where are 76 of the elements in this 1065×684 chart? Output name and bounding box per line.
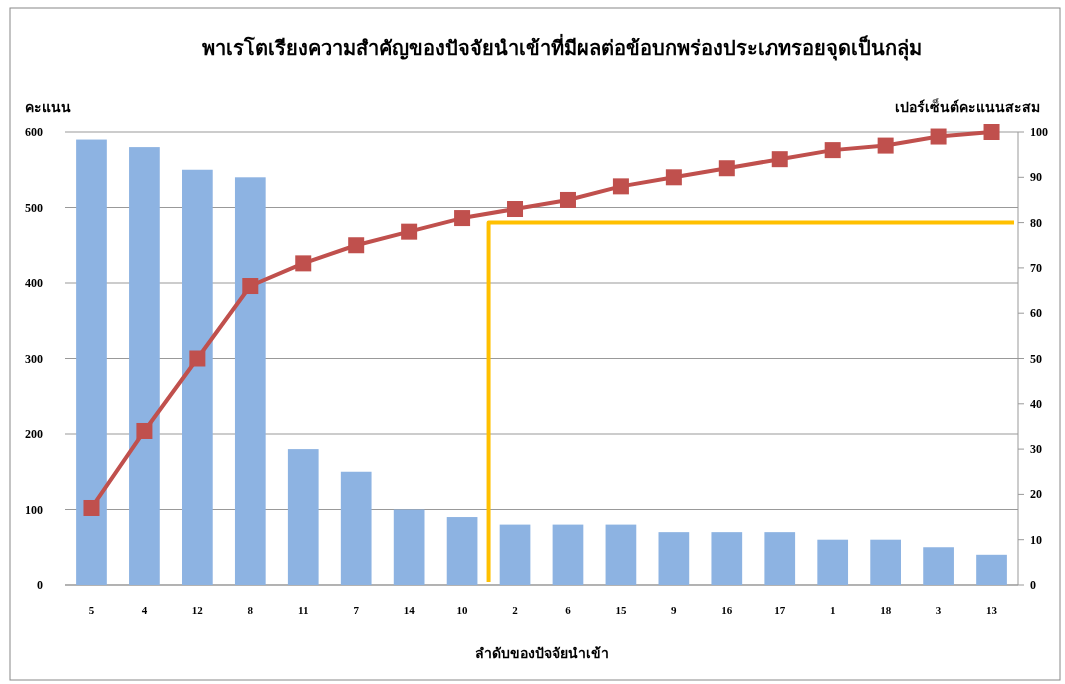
- y2-tick-label: 40: [1030, 396, 1042, 411]
- bar: [499, 524, 531, 585]
- point: [665, 169, 682, 186]
- x-tick-label: 4: [141, 604, 148, 616]
- y2-tick-label: 90: [1030, 170, 1042, 185]
- bar: [340, 471, 372, 585]
- y2-tick-label: 60: [1030, 306, 1042, 321]
- y2-tick-label: 70: [1030, 260, 1042, 275]
- y-tick-label: 500: [25, 200, 43, 215]
- y-tick-label: 0: [37, 578, 43, 592]
- point: [824, 142, 841, 159]
- x-tick-label: 9: [671, 604, 678, 616]
- y2-tick-label: 10: [1030, 532, 1042, 547]
- y-tick-label: 100: [25, 502, 43, 517]
- x-tick-label: 6: [565, 604, 572, 616]
- bar: [976, 554, 1007, 585]
- bar: [711, 532, 743, 585]
- x-tick-label: 18: [880, 604, 892, 616]
- x-tick-label: 2: [512, 604, 519, 616]
- bar: [923, 547, 954, 585]
- y-tick-label: 300: [25, 351, 43, 366]
- x-tick-label: 14: [403, 604, 416, 616]
- point: [348, 237, 365, 254]
- point: [83, 499, 100, 516]
- x-tick-label: 5: [88, 604, 95, 616]
- y2-tick-label: 50: [1030, 351, 1042, 366]
- bar: [446, 517, 478, 585]
- point: [718, 160, 735, 177]
- bar: [182, 169, 213, 585]
- y2-tick-label: 20: [1030, 487, 1042, 502]
- y-tick-label: 400: [25, 276, 43, 290]
- point: [454, 210, 471, 227]
- x-tick-label: 10: [456, 604, 469, 616]
- bar: [658, 532, 690, 585]
- x-tick-label: 13: [986, 604, 998, 616]
- y2-tick-label: 0: [1030, 578, 1036, 592]
- point: [930, 128, 947, 145]
- chart-title: พาเรโตเรียงความสำคัญของปัจจัยนำเข้าที่มีผลต่อข้อบกพร่องประเภทรอยจุดเป็นกลุ่ม: [201, 33, 922, 61]
- bar: [817, 539, 849, 585]
- y2-axis-title: เปอร์เซ็นต์คะแนนสะสม: [895, 98, 1040, 115]
- bar: [234, 177, 266, 585]
- bar: [76, 139, 107, 585]
- bar: [605, 524, 637, 585]
- x-tick-label: 7: [353, 604, 360, 616]
- point: [401, 223, 418, 240]
- x-tick-label: 11: [298, 604, 309, 616]
- point: [507, 201, 524, 218]
- bar: [764, 532, 796, 585]
- point: [295, 255, 312, 272]
- x-tick-label: 3: [935, 604, 942, 616]
- bar: [287, 449, 319, 585]
- x-tick-label: 15: [615, 604, 627, 616]
- y2-tick-label: 100: [1030, 125, 1048, 139]
- x-tick-label: 16: [721, 604, 733, 616]
- x-axis-title: ลำดับของปัจจัยนำเข้า: [474, 646, 609, 661]
- y-axis-title: คะแนน: [25, 100, 71, 115]
- point: [612, 178, 629, 195]
- x-tick-label: 12: [191, 604, 204, 616]
- y2-tick-label: 80: [1030, 215, 1042, 230]
- point: [559, 191, 576, 208]
- bar: [129, 147, 160, 585]
- point: [877, 137, 894, 154]
- point: [771, 151, 788, 168]
- bar: [870, 539, 901, 585]
- bar: [393, 509, 425, 585]
- y2-tick-label: 30: [1030, 442, 1042, 457]
- point: [136, 422, 153, 439]
- y-tick-label: 200: [25, 427, 43, 441]
- point: [983, 124, 1000, 140]
- y-tick-label: 600: [25, 125, 43, 139]
- point: [242, 278, 259, 295]
- x-tick-label: 1: [829, 604, 836, 616]
- x-tick-label: 17: [774, 604, 786, 616]
- bar: [552, 524, 584, 585]
- x-tick-label: 8: [247, 604, 254, 616]
- point: [189, 350, 206, 367]
